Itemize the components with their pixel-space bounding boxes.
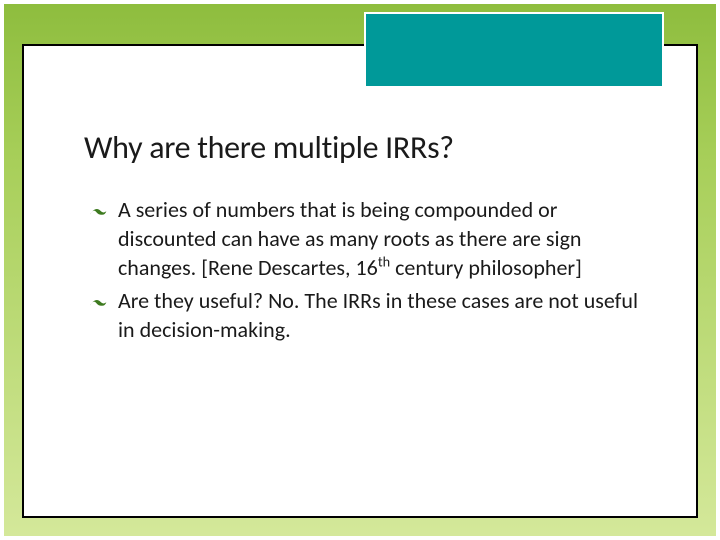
- list-item: Are they useful? No. The IRRs in these c…: [118, 286, 640, 344]
- slide-title: Why are there multiple IRRs?: [84, 128, 640, 167]
- bullet-text: A series of numbers that is being compou…: [118, 196, 582, 281]
- accent-box: [364, 12, 664, 88]
- content-area: Why are there multiple IRRs? A series of…: [22, 44, 698, 518]
- flourish-icon: [88, 199, 110, 217]
- bullet-list: A series of numbers that is being compou…: [84, 195, 640, 344]
- slide: Why are there multiple IRRs? A series of…: [0, 0, 720, 540]
- bullet-text: Are they useful? No. The IRRs in these c…: [118, 287, 638, 343]
- flourish-icon: [88, 290, 110, 308]
- list-item: A series of numbers that is being compou…: [118, 195, 640, 282]
